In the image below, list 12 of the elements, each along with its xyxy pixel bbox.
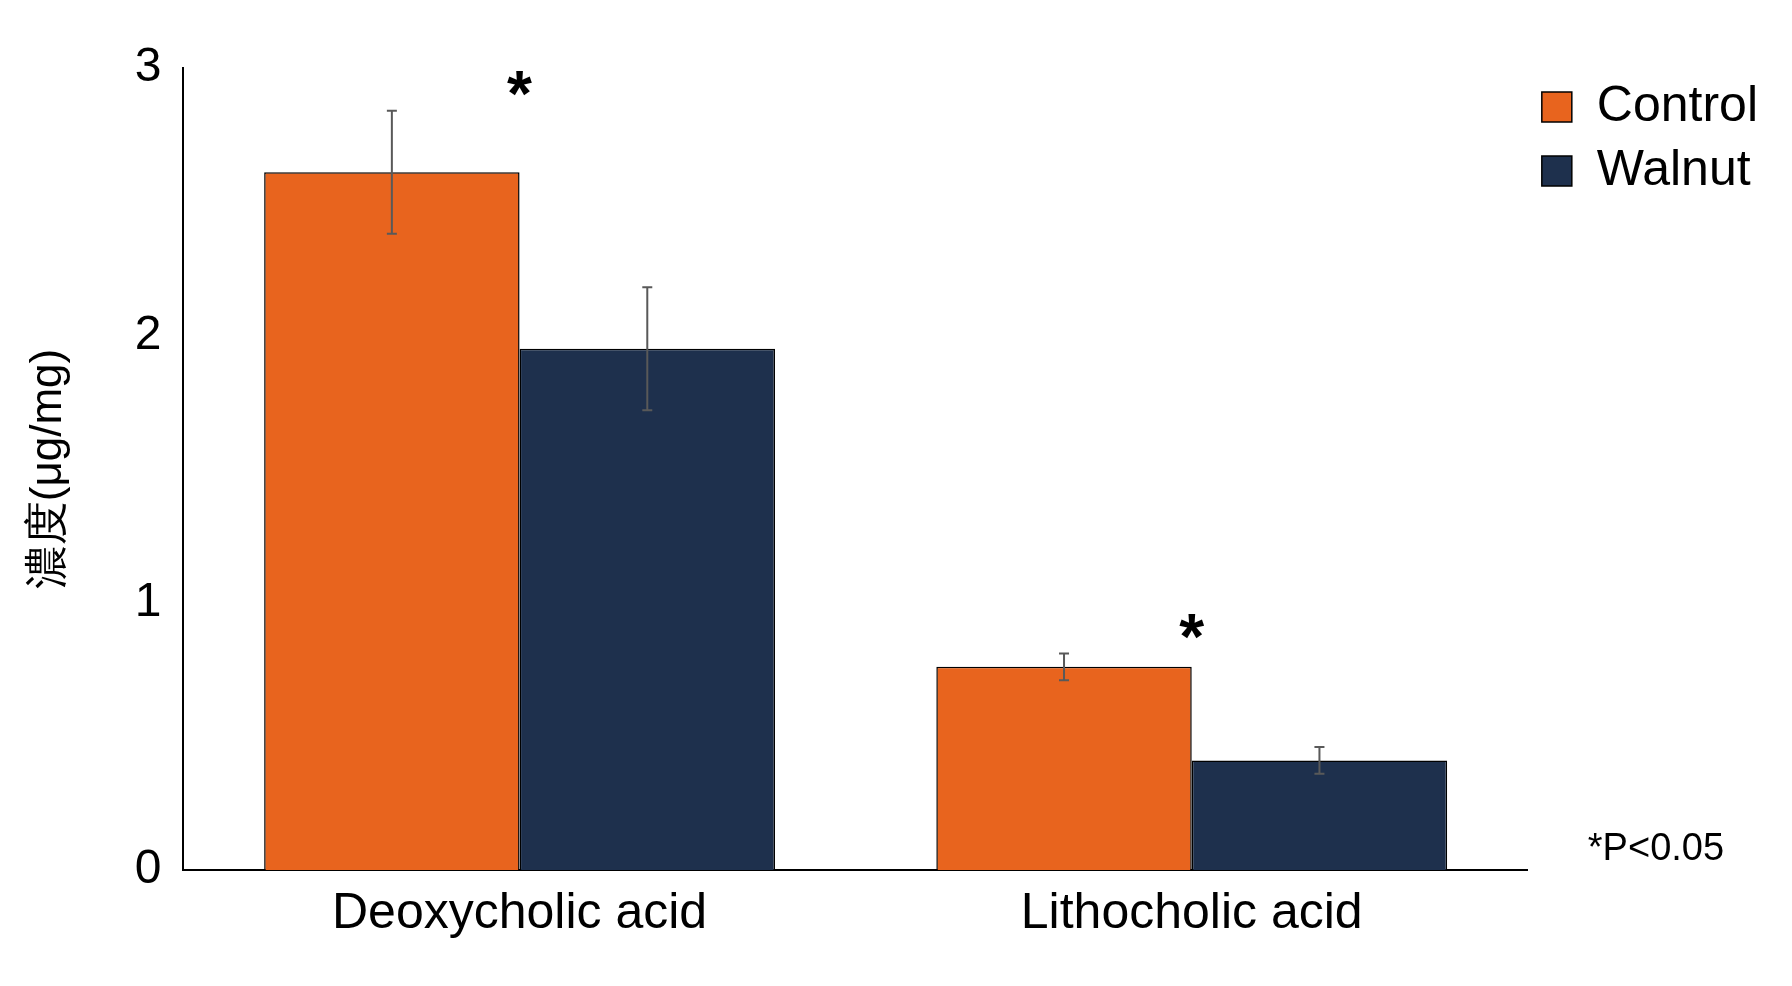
- text: *P<0.05: [1587, 826, 1725, 869]
- annotation: *: [1179, 601, 1205, 674]
- x-tick-label: Lithocholic acid: [1020, 882, 1363, 939]
- annotation: *: [507, 58, 533, 131]
- legend-label: Control: [1596, 75, 1759, 132]
- y-tick-label: 2: [134, 305, 162, 359]
- legend-label: Walnut: [1596, 139, 1751, 196]
- y-tick-label: 3: [134, 38, 162, 92]
- y-tick-label: 1: [134, 572, 162, 626]
- y-axis-title: 濃度(μg/mg): [20, 348, 70, 590]
- y-tick-label: 0: [134, 840, 162, 894]
- x-tick-label: Deoxycholic acid: [331, 882, 708, 939]
